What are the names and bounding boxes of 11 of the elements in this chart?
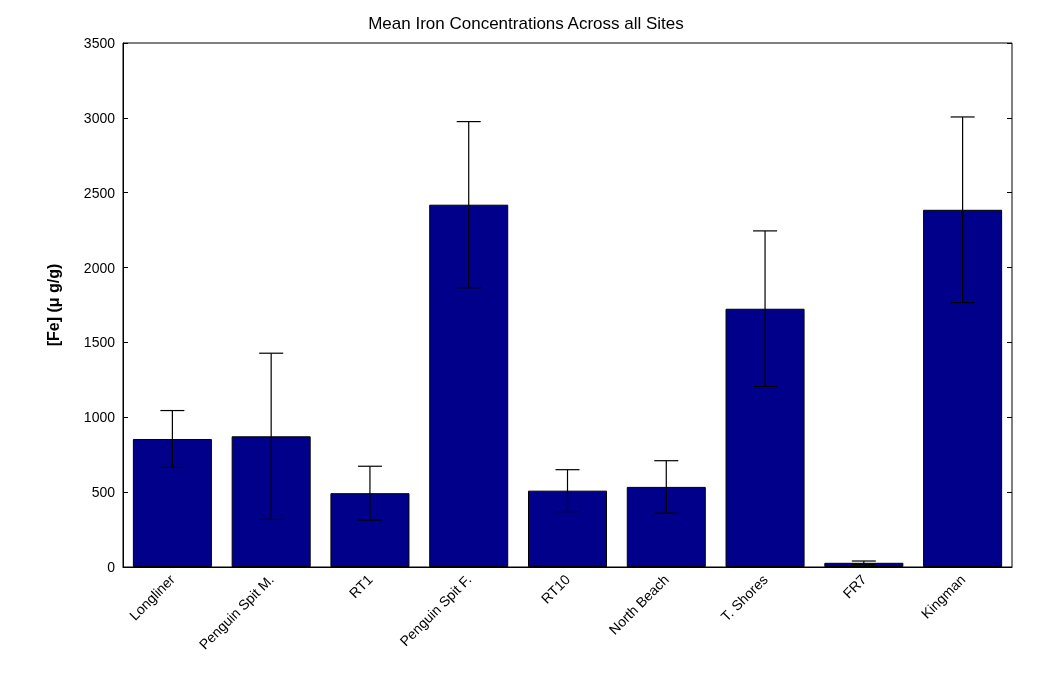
- y-tick-label: 1000: [83, 409, 116, 426]
- y-tick-label: 2500: [83, 184, 116, 201]
- y-tick-label: 1500: [83, 334, 116, 351]
- x-tick-label: RT1: [345, 571, 376, 602]
- y-tick-label: 500: [91, 484, 116, 501]
- y-tick-label: 3000: [83, 109, 116, 126]
- y-tick-label: 2000: [83, 259, 116, 276]
- y-tick-label: 3500: [83, 35, 116, 51]
- y-tick-label: 0: [107, 559, 116, 575]
- y-axis-title: [Fe] (μ g/g): [44, 263, 62, 347]
- chart-title: Mean Iron Concentrations Across all Sites: [368, 14, 684, 33]
